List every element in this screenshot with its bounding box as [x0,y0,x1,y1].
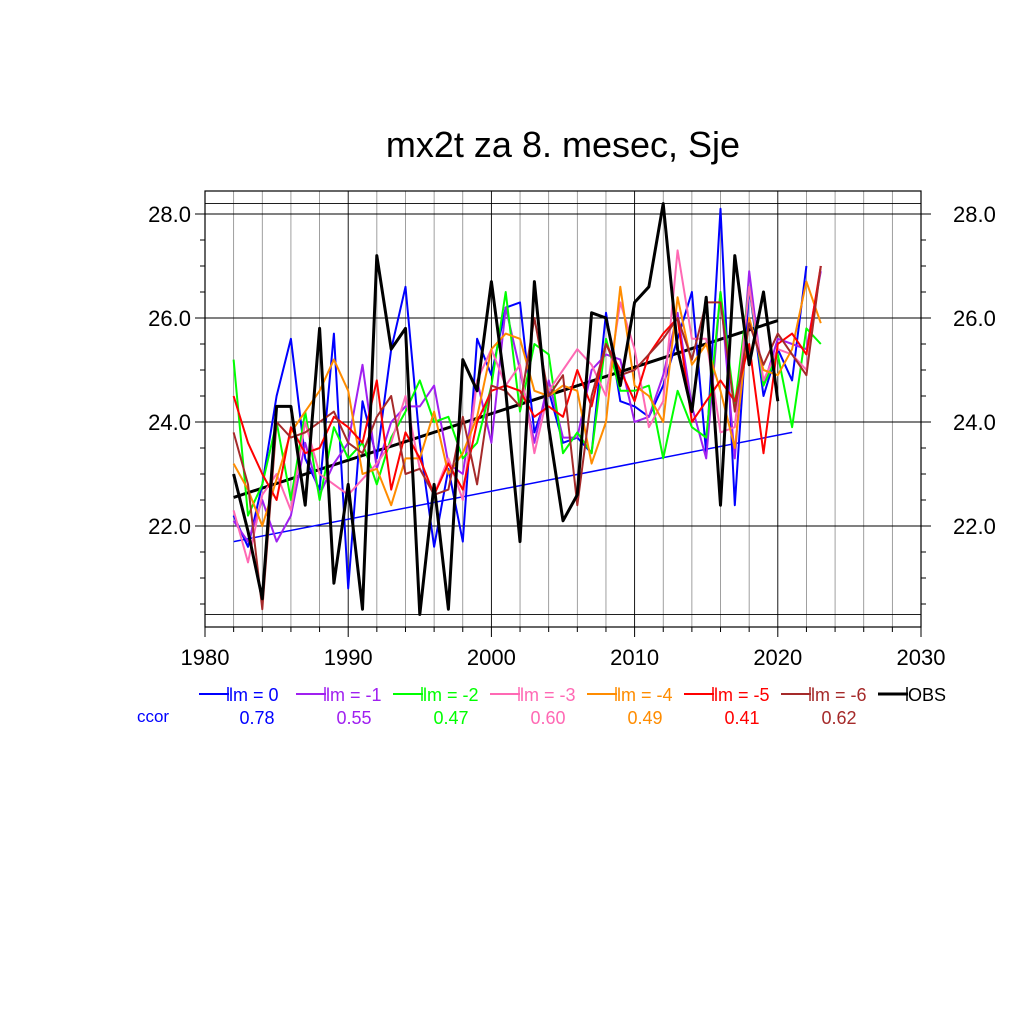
y-tick-label-right: 22.0 [953,514,996,539]
ccor-value: 0.41 [724,708,759,728]
legend-label: lm = -1 [326,685,382,705]
y-tick-label-right: 24.0 [953,410,996,435]
trend-line [233,431,793,543]
y-tick-label-left: 26.0 [148,306,191,331]
legend-label: lm = -3 [520,685,576,705]
plot-frame [204,190,922,628]
series-line [232,265,822,611]
y-tick-label-right: 28.0 [953,202,996,227]
ccor-value: 0.62 [821,708,856,728]
legend-label: lm = -4 [617,685,673,705]
y-tick-label-right: 26.0 [953,306,996,331]
legend-label: lm = -2 [423,685,479,705]
series-lines [232,202,822,616]
ccor-value: 0.55 [336,708,371,728]
x-tick-label: 2030 [897,645,946,670]
y-tick-label-left: 28.0 [148,202,191,227]
x-tick-label: 2000 [467,645,516,670]
ccor-value: 0.49 [627,708,662,728]
trend-line [233,319,779,499]
plot-border [204,190,922,628]
legend-label: lm = -5 [714,685,770,705]
x-tick-label: 2020 [753,645,802,670]
ccor-value: 0.78 [239,708,274,728]
ccor-label: ccor [137,707,169,726]
legend-label: lm = -6 [811,685,867,705]
ccor-value: 0.47 [433,708,468,728]
legend-label: OBS [908,685,946,705]
series-line [232,202,780,616]
chart-title: mx2t za 8. mesec, Sje [386,124,740,165]
x-tick-label: 1980 [181,645,230,670]
legend-label: lm = 0 [229,685,279,705]
ccor-value: 0.60 [530,708,565,728]
trend-lines [233,319,793,543]
series-line [232,285,822,517]
axis-ticks: 22.0 22.0 24.0 24.0 26.0 26.0 28.0 28.0 1980 1990… [148,202,996,670]
y-tick-label-left: 22.0 [148,514,191,539]
x-tick-label: 2010 [610,645,659,670]
y-tick-label-left: 24.0 [148,410,191,435]
x-tick-label: 1990 [324,645,373,670]
legend: ccor lm = 0 0.78 lm = -1 0.55 lm = -2 0.47 lm =… [137,685,946,728]
